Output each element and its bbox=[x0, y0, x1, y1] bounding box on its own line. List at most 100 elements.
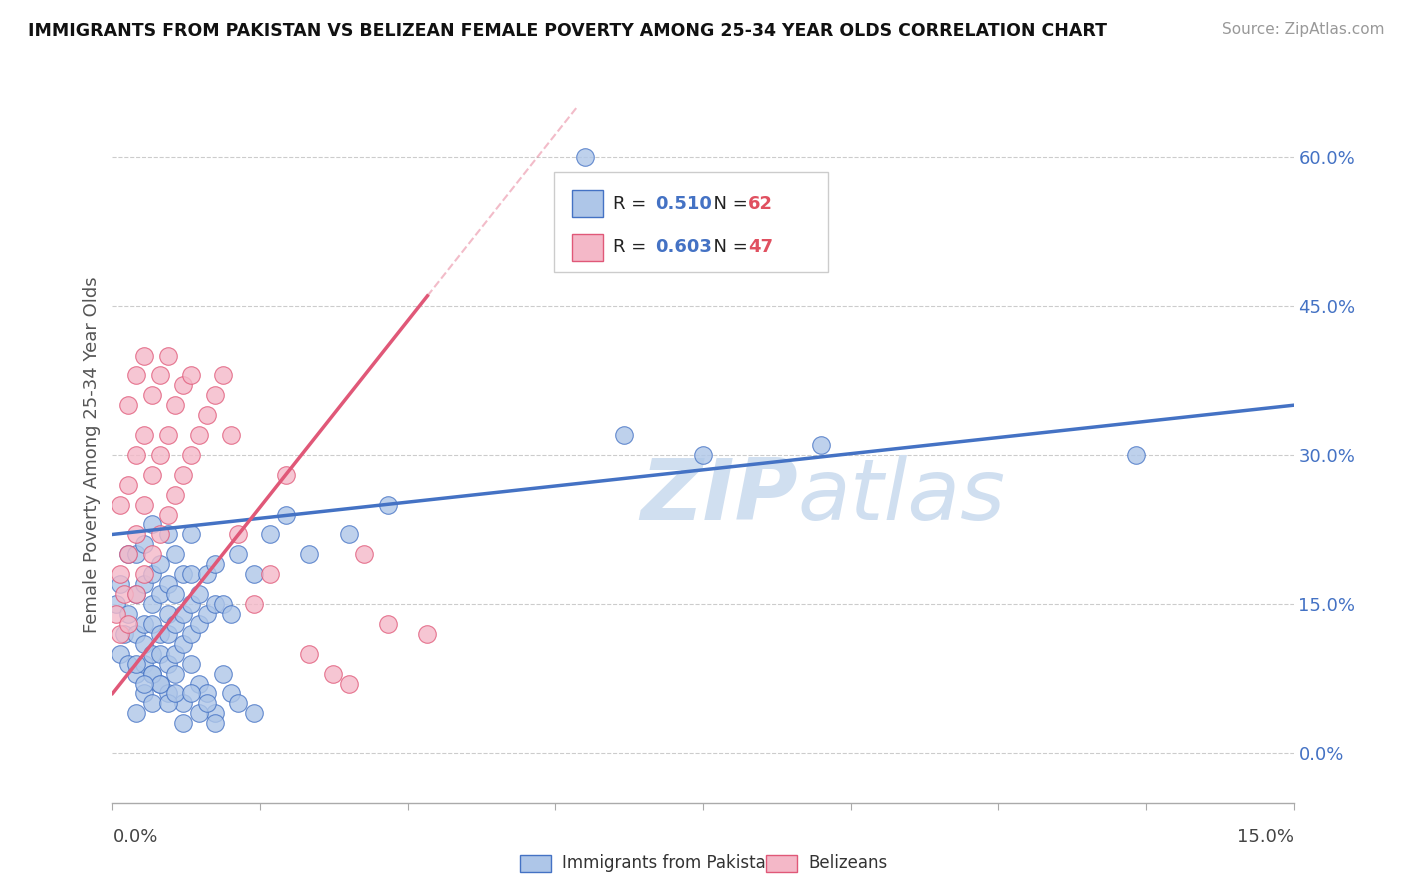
Point bbox=[204, 388, 226, 402]
Point bbox=[132, 686, 155, 700]
Point bbox=[692, 448, 714, 462]
Point bbox=[180, 686, 202, 700]
Point bbox=[149, 587, 172, 601]
Text: Source: ZipAtlas.com: Source: ZipAtlas.com bbox=[1222, 22, 1385, 37]
Point bbox=[211, 597, 233, 611]
Text: 0.603: 0.603 bbox=[655, 238, 713, 256]
Text: 15.0%: 15.0% bbox=[1236, 828, 1294, 846]
Point bbox=[141, 567, 163, 582]
Point bbox=[141, 517, 163, 532]
Text: 47: 47 bbox=[748, 238, 773, 256]
Point bbox=[132, 428, 155, 442]
Point bbox=[165, 398, 187, 412]
Point bbox=[204, 558, 226, 572]
Point bbox=[125, 706, 148, 721]
Point bbox=[141, 616, 163, 631]
Point bbox=[243, 597, 266, 611]
Point bbox=[125, 657, 148, 671]
Point bbox=[110, 567, 132, 582]
Text: ZIP: ZIP bbox=[640, 455, 797, 538]
Point bbox=[132, 498, 155, 512]
Point bbox=[180, 627, 202, 641]
Point bbox=[195, 567, 218, 582]
Point bbox=[195, 697, 218, 711]
Point bbox=[165, 666, 187, 681]
Point bbox=[298, 547, 321, 561]
Text: IMMIGRANTS FROM PAKISTAN VS BELIZEAN FEMALE POVERTY AMONG 25-34 YEAR OLDS CORREL: IMMIGRANTS FROM PAKISTAN VS BELIZEAN FEM… bbox=[28, 22, 1107, 40]
Point bbox=[149, 448, 172, 462]
Point bbox=[172, 607, 194, 621]
Point bbox=[125, 368, 148, 383]
Point bbox=[204, 706, 226, 721]
Point bbox=[274, 508, 297, 522]
Point bbox=[195, 686, 218, 700]
Text: R =: R = bbox=[613, 194, 652, 213]
Point bbox=[156, 349, 179, 363]
Point bbox=[156, 607, 179, 621]
Point bbox=[141, 666, 163, 681]
Point bbox=[156, 428, 179, 442]
Point bbox=[110, 647, 132, 661]
Point bbox=[149, 527, 172, 541]
Point bbox=[117, 398, 139, 412]
Point bbox=[259, 527, 281, 541]
Point bbox=[377, 498, 399, 512]
Point bbox=[165, 488, 187, 502]
Point bbox=[180, 448, 202, 462]
Point bbox=[416, 627, 439, 641]
Point bbox=[141, 547, 163, 561]
Point bbox=[180, 368, 202, 383]
Point bbox=[110, 577, 132, 591]
Point bbox=[125, 448, 148, 462]
Point bbox=[298, 647, 321, 661]
Point bbox=[125, 587, 148, 601]
Point bbox=[117, 477, 139, 491]
Text: N =: N = bbox=[702, 194, 754, 213]
Point bbox=[172, 467, 194, 482]
Point bbox=[149, 676, 172, 690]
Point bbox=[110, 627, 132, 641]
Point bbox=[149, 676, 172, 690]
Point bbox=[132, 657, 155, 671]
Point bbox=[337, 527, 360, 541]
Point bbox=[125, 666, 148, 681]
Point bbox=[132, 577, 155, 591]
Point bbox=[219, 607, 242, 621]
Point bbox=[219, 428, 242, 442]
Text: Immigrants from Pakistan: Immigrants from Pakistan bbox=[562, 855, 776, 872]
Point bbox=[195, 607, 218, 621]
Point bbox=[337, 676, 360, 690]
Point bbox=[243, 706, 266, 721]
Point bbox=[1125, 448, 1147, 462]
Point bbox=[149, 627, 172, 641]
Point bbox=[377, 616, 399, 631]
Point bbox=[188, 616, 211, 631]
Point bbox=[274, 467, 297, 482]
Point bbox=[165, 686, 187, 700]
Point bbox=[219, 686, 242, 700]
Point bbox=[195, 408, 218, 422]
Point bbox=[117, 547, 139, 561]
Point bbox=[125, 587, 148, 601]
Point bbox=[156, 627, 179, 641]
Point bbox=[243, 567, 266, 582]
Point bbox=[141, 666, 163, 681]
Point bbox=[110, 498, 132, 512]
Point bbox=[165, 587, 187, 601]
Point bbox=[132, 616, 155, 631]
Text: 62: 62 bbox=[748, 194, 773, 213]
Point bbox=[188, 676, 211, 690]
Point bbox=[132, 637, 155, 651]
Point bbox=[180, 597, 202, 611]
Point bbox=[156, 686, 179, 700]
Point bbox=[613, 428, 636, 442]
Point bbox=[322, 666, 344, 681]
Point bbox=[117, 547, 139, 561]
Point bbox=[141, 697, 163, 711]
Point bbox=[228, 697, 250, 711]
Text: R =: R = bbox=[613, 238, 652, 256]
Point bbox=[156, 508, 179, 522]
Point bbox=[125, 547, 148, 561]
Point bbox=[165, 647, 187, 661]
Point bbox=[172, 567, 194, 582]
